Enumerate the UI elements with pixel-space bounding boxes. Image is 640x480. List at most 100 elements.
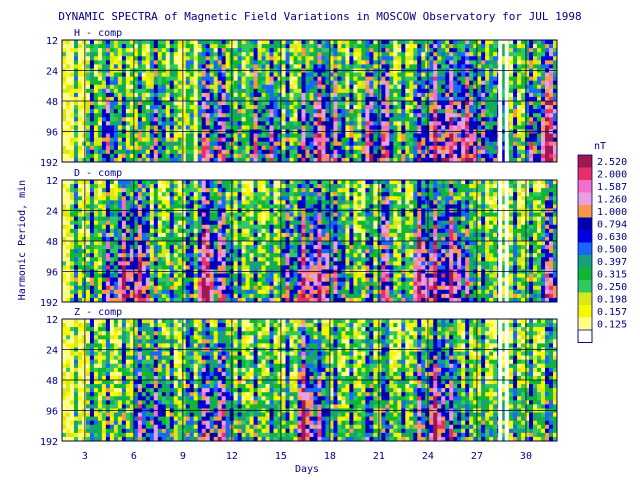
heatmap-cell xyxy=(549,145,554,151)
heatmap-cell xyxy=(453,56,458,61)
heatmap-cell xyxy=(125,200,131,205)
heatmap-cell xyxy=(125,216,131,221)
heatmap-cell xyxy=(413,92,418,98)
heatmap-cell xyxy=(77,289,83,295)
heatmap-cell xyxy=(125,253,131,258)
heatmap-cell xyxy=(257,157,262,163)
heatmap-cell xyxy=(373,52,378,57)
heatmap-cell xyxy=(237,80,242,86)
heatmap-cell xyxy=(301,48,306,53)
heatmap-cell xyxy=(101,60,107,65)
heatmap-cell xyxy=(65,64,71,69)
heatmap-cell xyxy=(385,145,390,151)
heatmap-cell xyxy=(417,149,422,155)
heatmap-cell xyxy=(173,80,179,86)
heatmap-cell xyxy=(405,92,410,98)
heatmap-cell xyxy=(305,76,310,81)
heatmap-cell xyxy=(553,101,558,106)
heatmap-cell xyxy=(477,84,482,90)
heatmap-cell xyxy=(541,113,546,118)
heatmap-cell xyxy=(109,137,115,142)
heatmap-cell xyxy=(137,48,143,53)
heatmap-cell xyxy=(537,149,542,155)
heatmap-cell xyxy=(153,48,159,53)
heatmap-cell xyxy=(85,257,91,262)
heatmap-cell xyxy=(209,64,214,69)
heatmap-cell xyxy=(361,48,366,53)
heatmap-cell xyxy=(365,72,370,77)
heatmap-cell xyxy=(85,44,91,49)
heatmap-cell xyxy=(549,40,554,45)
heatmap-cell xyxy=(377,80,382,86)
heatmap-cell xyxy=(349,76,354,81)
heatmap-cell xyxy=(65,245,71,250)
heatmap-cell xyxy=(173,64,179,69)
heatmap-cell xyxy=(437,48,442,53)
heatmap-cell xyxy=(105,109,111,114)
heatmap-cell xyxy=(181,88,187,94)
heatmap-cell xyxy=(93,52,99,57)
heatmap-cell xyxy=(69,44,75,49)
heatmap-cell xyxy=(62,236,67,242)
heatmap-cell xyxy=(189,125,195,130)
heatmap-cell xyxy=(245,44,250,49)
heatmap-cell xyxy=(133,285,139,291)
heatmap-cell xyxy=(141,56,147,61)
heatmap-cell xyxy=(81,236,87,242)
heatmap-cell xyxy=(285,137,290,142)
heatmap-cell xyxy=(337,48,342,53)
heatmap-cell xyxy=(105,125,111,130)
heatmap-cell xyxy=(269,44,274,49)
heatmap-cell xyxy=(173,137,179,142)
heatmap-cell xyxy=(101,157,107,163)
heatmap-cell xyxy=(413,125,418,130)
heatmap-cell xyxy=(81,188,87,193)
heatmap-cell xyxy=(173,253,179,258)
heatmap-cell xyxy=(93,157,99,163)
heatmap-cell xyxy=(273,80,278,86)
heatmap-cell xyxy=(313,40,318,45)
heatmap-cell xyxy=(369,44,374,49)
heatmap-cell xyxy=(393,64,398,69)
heatmap-cell xyxy=(153,133,159,138)
heatmap-cell xyxy=(249,92,254,98)
heatmap-cell xyxy=(445,92,450,98)
heatmap-cell xyxy=(257,96,262,102)
heatmap-cell xyxy=(409,76,414,81)
heatmap-cell xyxy=(193,96,199,102)
heatmap-cell xyxy=(137,241,143,246)
heatmap-cell xyxy=(553,105,558,110)
heatmap-cell xyxy=(349,113,354,118)
heatmap-cell xyxy=(537,121,542,126)
heatmap-cell xyxy=(197,216,203,221)
heatmap-cell xyxy=(289,141,294,147)
heatmap-cell xyxy=(117,241,123,246)
heatmap-cell xyxy=(213,109,218,114)
heatmap-cell xyxy=(221,105,226,110)
heatmap-cell xyxy=(157,153,163,159)
heatmap-cell xyxy=(389,64,394,69)
heatmap-cell xyxy=(345,125,350,130)
heatmap-cell xyxy=(165,52,171,57)
heatmap-cell xyxy=(525,137,530,142)
heatmap-cell xyxy=(177,92,183,98)
heatmap-cell xyxy=(309,157,314,163)
heatmap-cell xyxy=(209,285,214,291)
heatmap-cell xyxy=(141,133,147,138)
heatmap-cell xyxy=(537,141,542,147)
heatmap-cell xyxy=(213,253,218,258)
heatmap-cell xyxy=(441,44,446,49)
heatmap-cell xyxy=(445,105,450,110)
heatmap-cell xyxy=(449,84,454,90)
heatmap-cell xyxy=(369,137,374,142)
heatmap-cell xyxy=(121,241,127,246)
heatmap-cell xyxy=(125,137,131,142)
heatmap-cell xyxy=(517,149,522,155)
heatmap-cell xyxy=(113,133,119,138)
heatmap-cell xyxy=(181,265,187,270)
heatmap-cell xyxy=(153,228,159,234)
heatmap-cell xyxy=(265,113,270,118)
heatmap-cell xyxy=(189,180,195,185)
heatmap-cell xyxy=(73,196,79,201)
heatmap-cell xyxy=(105,101,111,106)
